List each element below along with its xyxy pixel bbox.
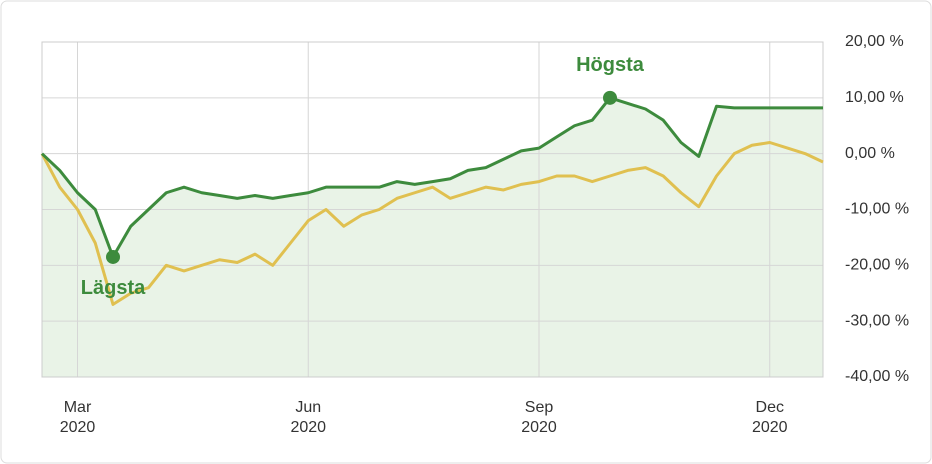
annotation: Högsta	[576, 54, 645, 76]
max-marker	[603, 90, 617, 105]
line	[40, 96, 823, 259]
x-tick-label: Jun 2020	[290, 399, 327, 436]
x-tick-label: Mar 2020	[59, 399, 96, 436]
y-tick-label: 20,00 %	[845, 33, 904, 50]
min-marker	[106, 249, 120, 264]
annotation: Lägsta	[81, 277, 146, 299]
x-tick-label: Dec 2020	[751, 399, 788, 436]
y-tick-label: 0,00 %	[845, 145, 895, 162]
area	[42, 97, 823, 377]
x-tick-label: Sep 2020	[521, 399, 557, 436]
y-tick-label: 10,00 %	[845, 89, 904, 106]
line	[40, 141, 824, 306]
y-tick-label: -20,00 %	[845, 257, 909, 274]
y-tick-label: -40,00 %	[845, 368, 909, 385]
y-tick-label: -10,00 %	[845, 201, 909, 218]
y-tick-label: -30,00 %	[845, 312, 909, 329]
plot-border	[41, 41, 824, 378]
